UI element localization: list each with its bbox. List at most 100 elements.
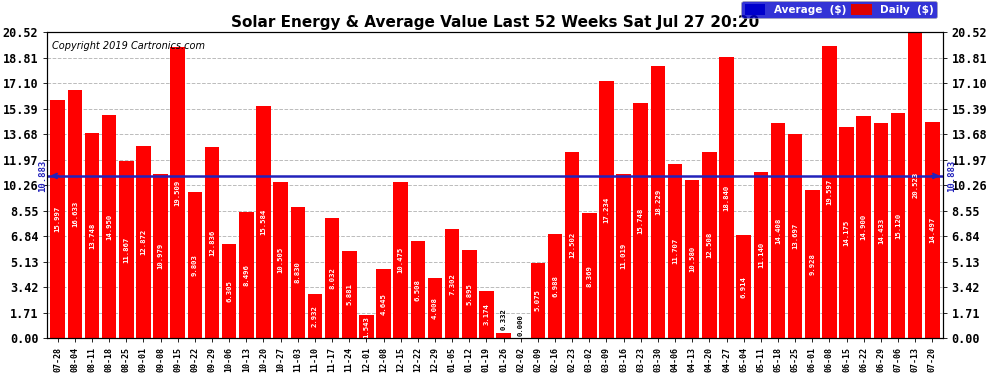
Bar — [428, 278, 443, 338]
Bar — [873, 123, 888, 338]
Bar — [599, 81, 614, 338]
Bar — [770, 123, 785, 338]
Text: 10.883: 10.883 — [947, 160, 956, 192]
Bar — [531, 262, 545, 338]
Text: 8.369: 8.369 — [586, 265, 592, 287]
Text: 2.932: 2.932 — [312, 305, 318, 327]
Bar — [925, 122, 940, 338]
Text: 10.580: 10.580 — [689, 246, 695, 273]
Text: 18.840: 18.840 — [724, 184, 730, 211]
Text: 9.928: 9.928 — [809, 253, 815, 275]
Bar — [290, 207, 305, 338]
Bar — [479, 291, 494, 338]
Text: Copyright 2019 Cartronics.com: Copyright 2019 Cartronics.com — [51, 41, 205, 51]
Text: 12.836: 12.836 — [209, 230, 215, 256]
Text: 6.508: 6.508 — [415, 279, 421, 301]
Text: 14.433: 14.433 — [878, 217, 884, 244]
Text: 12.872: 12.872 — [141, 229, 147, 255]
Text: 6.914: 6.914 — [741, 276, 746, 298]
Bar — [891, 113, 905, 338]
Bar — [822, 46, 837, 338]
Text: 10.979: 10.979 — [157, 243, 163, 270]
Text: 11.707: 11.707 — [672, 238, 678, 264]
Text: 7.302: 7.302 — [449, 273, 455, 295]
Text: 0.000: 0.000 — [518, 314, 524, 336]
Text: 20.523: 20.523 — [912, 172, 918, 198]
Text: 14.175: 14.175 — [843, 219, 849, 246]
Text: 4.645: 4.645 — [380, 292, 386, 315]
Bar — [445, 230, 459, 338]
Bar — [342, 251, 356, 338]
Text: 8.830: 8.830 — [295, 261, 301, 283]
Bar — [685, 180, 700, 338]
Text: 15.748: 15.748 — [638, 208, 644, 234]
Bar — [359, 315, 373, 338]
Bar — [325, 218, 340, 338]
Bar — [668, 164, 682, 338]
Text: 0.332: 0.332 — [501, 308, 507, 330]
Bar — [582, 213, 597, 338]
Title: Solar Energy & Average Value Last 52 Weeks Sat Jul 27 20:20: Solar Energy & Average Value Last 52 Wee… — [231, 15, 759, 30]
Text: 19.597: 19.597 — [827, 179, 833, 205]
Bar — [411, 241, 425, 338]
Text: 5.881: 5.881 — [346, 284, 352, 305]
Bar — [85, 133, 99, 338]
Bar — [153, 174, 168, 338]
Text: 8.496: 8.496 — [244, 264, 249, 286]
Text: 16.633: 16.633 — [72, 201, 78, 227]
Text: 14.950: 14.950 — [106, 214, 112, 240]
Text: 15.584: 15.584 — [260, 209, 266, 235]
Text: 3.174: 3.174 — [483, 304, 489, 326]
Bar — [462, 250, 476, 338]
Bar — [617, 174, 631, 338]
Bar — [50, 100, 65, 338]
Bar — [702, 152, 717, 338]
Text: 19.509: 19.509 — [175, 180, 181, 206]
Text: 10.505: 10.505 — [277, 247, 284, 273]
Bar — [719, 57, 734, 338]
Bar — [205, 147, 220, 338]
Bar — [256, 106, 271, 338]
Text: 14.497: 14.497 — [930, 217, 936, 243]
Text: 5.895: 5.895 — [466, 283, 472, 305]
Text: 10.475: 10.475 — [398, 247, 404, 273]
Bar — [222, 244, 237, 338]
Text: 11.867: 11.867 — [124, 237, 130, 263]
Text: 17.234: 17.234 — [604, 196, 610, 223]
Bar — [805, 190, 820, 338]
Text: 11.019: 11.019 — [621, 243, 627, 269]
Text: 12.508: 12.508 — [706, 232, 713, 258]
Bar — [102, 115, 117, 338]
Bar — [908, 32, 923, 338]
Text: 13.697: 13.697 — [792, 223, 798, 249]
Text: 4.008: 4.008 — [432, 297, 438, 319]
Bar — [376, 269, 391, 338]
Bar — [308, 294, 322, 338]
Bar — [67, 90, 82, 338]
Bar — [547, 234, 562, 338]
Text: 15.997: 15.997 — [54, 206, 60, 232]
Bar — [788, 134, 802, 338]
Bar — [856, 116, 871, 338]
Text: 15.120: 15.120 — [895, 212, 901, 238]
Bar — [737, 235, 751, 338]
Bar — [840, 127, 853, 338]
Text: 1.543: 1.543 — [363, 316, 369, 338]
Bar — [170, 47, 185, 338]
Text: 10.883: 10.883 — [38, 160, 48, 192]
Text: 8.032: 8.032 — [329, 267, 335, 289]
Text: 9.803: 9.803 — [192, 254, 198, 276]
Text: 6.305: 6.305 — [226, 280, 233, 302]
Text: 12.502: 12.502 — [569, 232, 575, 258]
Bar — [565, 152, 579, 338]
Text: 6.988: 6.988 — [552, 275, 558, 297]
Text: 14.900: 14.900 — [860, 214, 866, 240]
Text: 18.229: 18.229 — [655, 189, 661, 215]
Bar — [273, 182, 288, 338]
Bar — [634, 104, 648, 338]
Bar — [239, 211, 253, 338]
Bar — [753, 172, 768, 338]
Text: 13.748: 13.748 — [89, 223, 95, 249]
Legend: Average  ($), Daily  ($): Average ($), Daily ($) — [742, 1, 938, 18]
Bar — [393, 182, 408, 338]
